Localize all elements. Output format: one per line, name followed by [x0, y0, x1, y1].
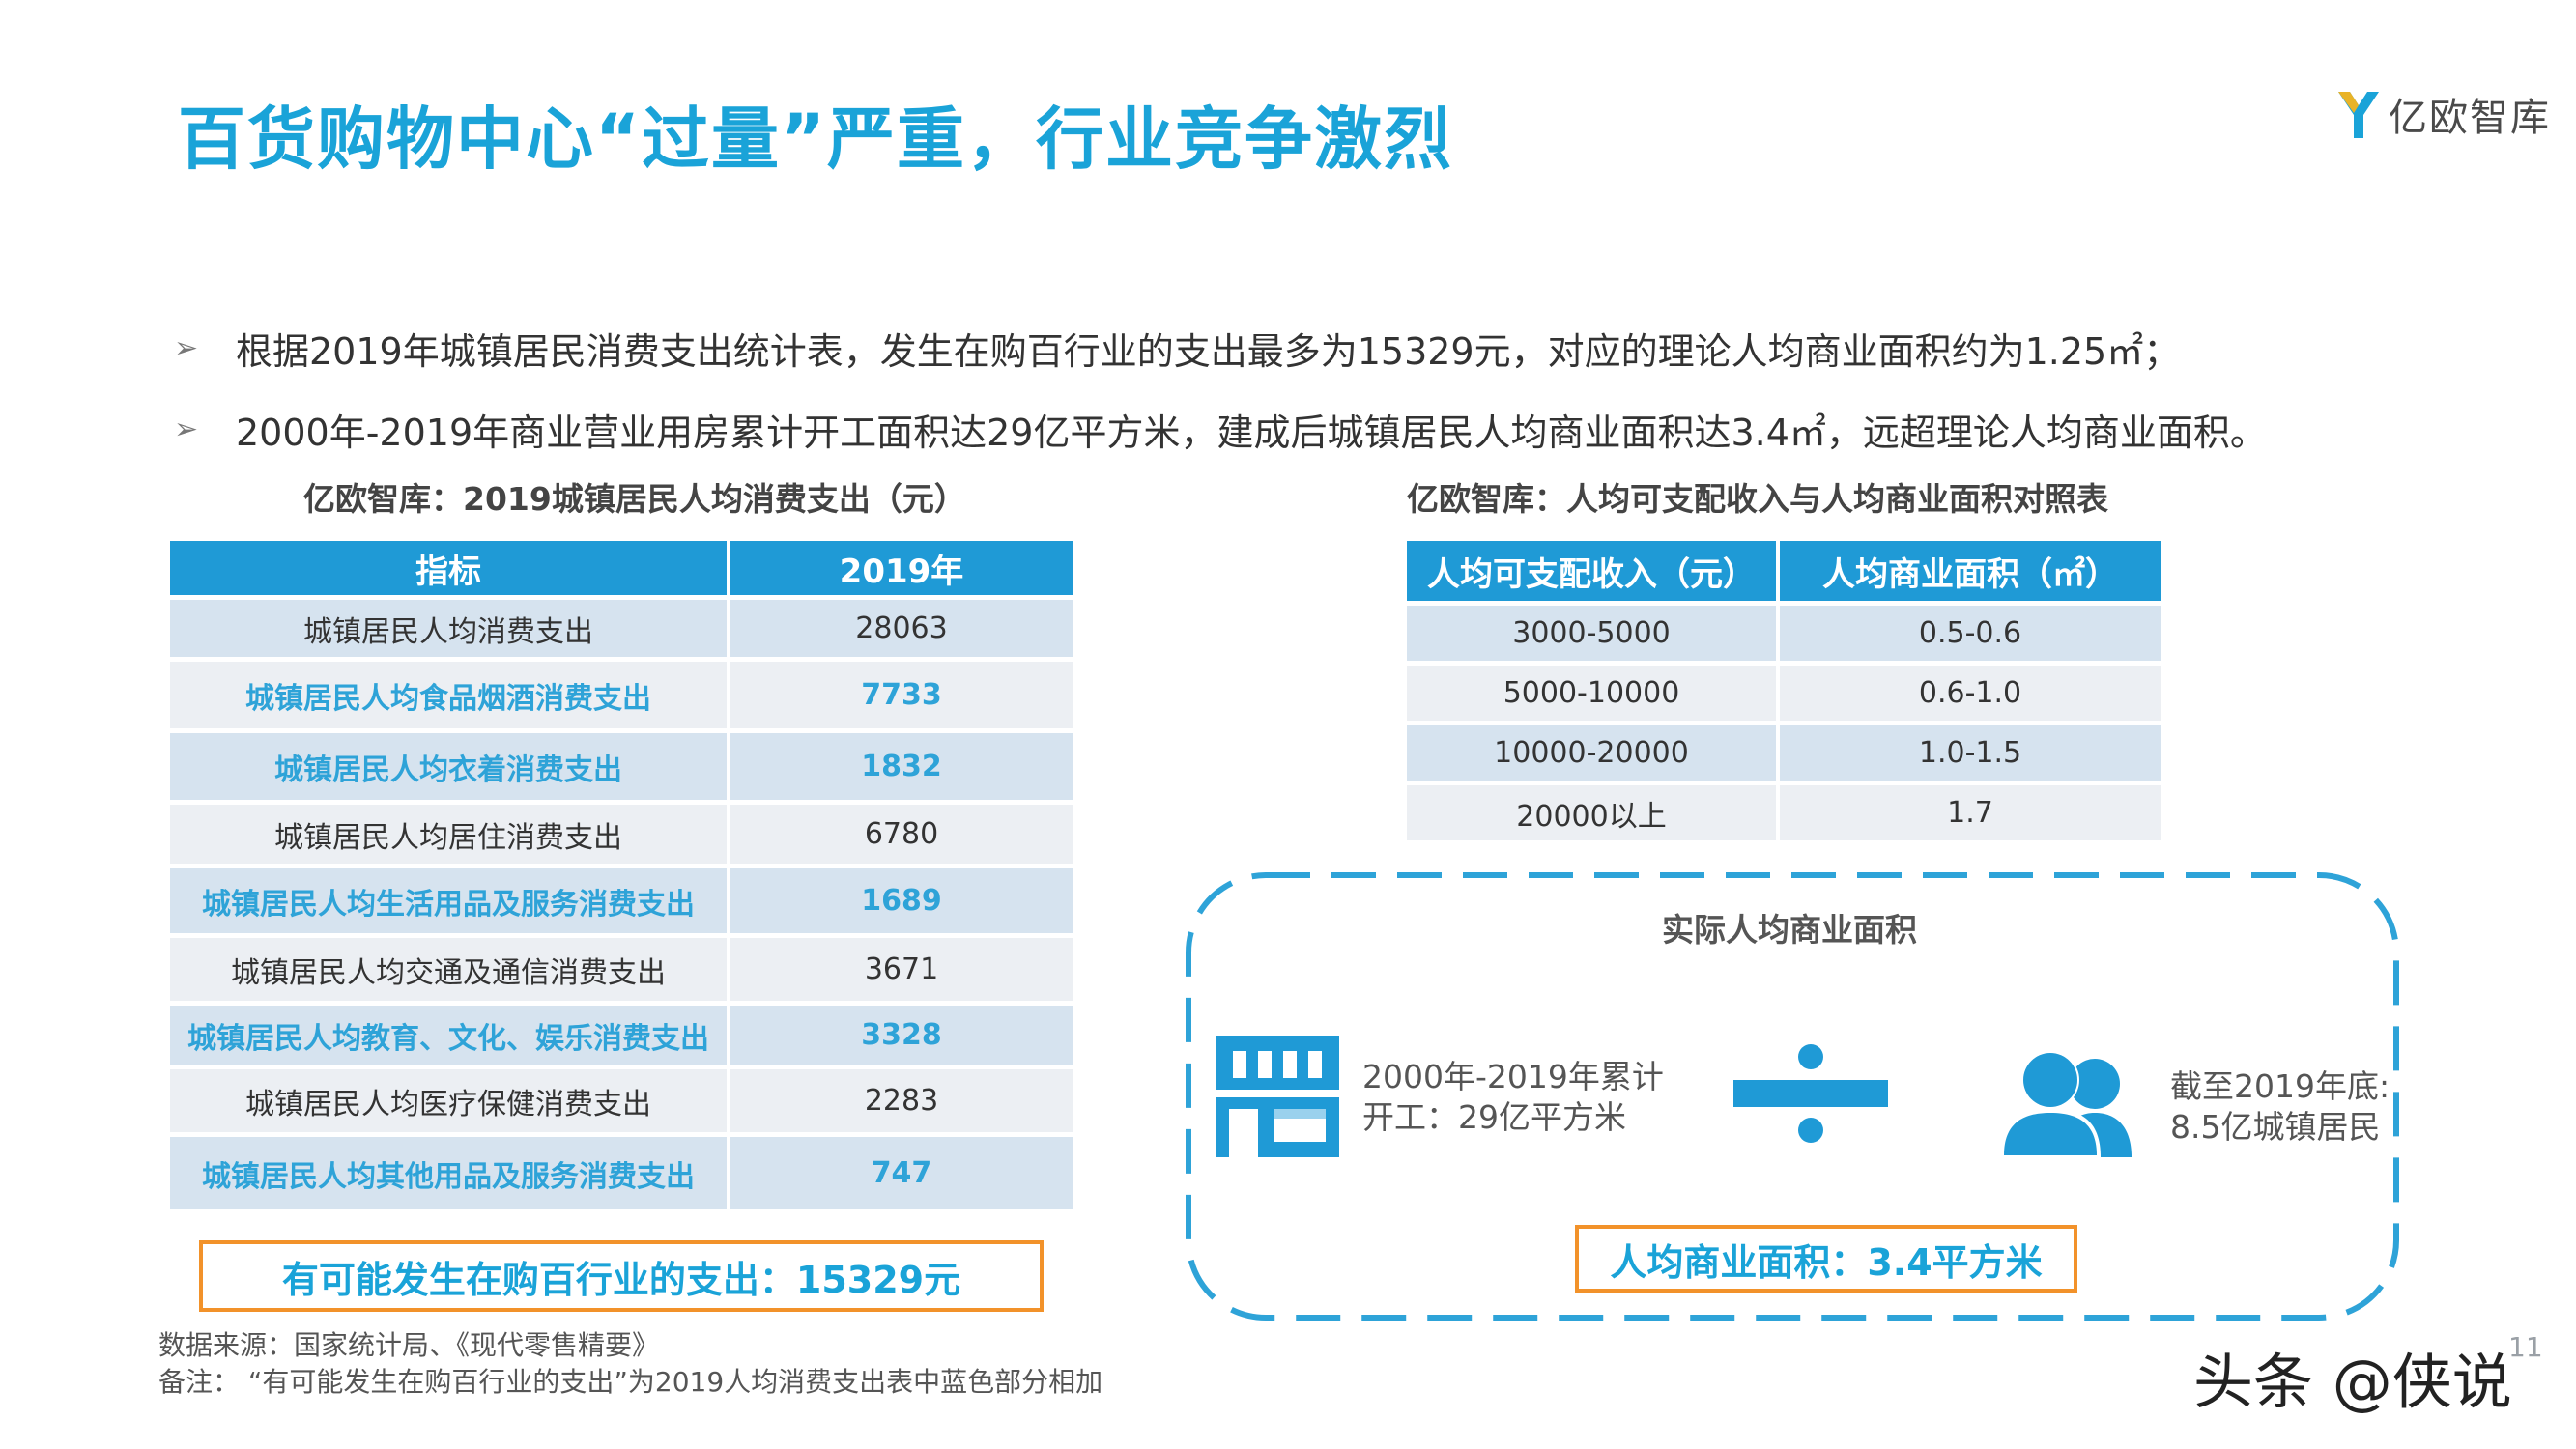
- table-header-row: 人均可支配收入（元） 人均商业面积（㎡）: [1407, 541, 2161, 601]
- table-row: 城镇居民人均其他用品及服务消费支出 747: [170, 1132, 1073, 1209]
- table-row: 20000以上 1.7: [1407, 781, 2161, 840]
- table-row: 城镇居民人均居住消费支出 6780: [170, 800, 1073, 864]
- table-row: 城镇居民人均衣着消费支出 1832: [170, 728, 1073, 800]
- row-label: 城镇居民人均医疗保健消费支出: [170, 1065, 727, 1132]
- table-row: 城镇居民人均医疗保健消费支出 2283: [170, 1065, 1073, 1132]
- table-row: 10000-20000 1.0-1.5: [1407, 721, 2161, 781]
- construction-line-2: 开工：29亿平方米: [1362, 1098, 1626, 1136]
- divide-icon: [1733, 1044, 1888, 1143]
- table-row: 城镇居民人均交通及通信消费支出 3671: [170, 933, 1073, 1001]
- income-cell: 10000-20000: [1407, 721, 1776, 781]
- dashed-frame: [1186, 872, 2399, 1321]
- table-header-row: 指标 2019年: [170, 541, 1073, 595]
- source-text: 数据来源：国家统计局、《现代零售精要》: [158, 1329, 660, 1361]
- table-row: 城镇居民人均教育、文化、娱乐消费支出 3328: [170, 1001, 1073, 1065]
- bullet-list: ➢ 根据2019年城镇居民消费支出统计表，发生在购百行业的支出最多为15329元…: [174, 317, 2454, 479]
- result-box: 人均商业面积：3.4平方米: [1575, 1225, 2077, 1293]
- column-header: 人均可支配收入（元）: [1407, 541, 1776, 601]
- table-row: 3000-5000 0.5-0.6: [1407, 601, 2161, 661]
- row-value: 2283: [727, 1065, 1073, 1132]
- column-header: 指标: [170, 541, 727, 595]
- row-label: 城镇居民人均教育、文化、娱乐消费支出: [170, 1001, 727, 1065]
- column-header: 人均商业面积（㎡）: [1776, 541, 2161, 601]
- row-value: 3671: [727, 933, 1073, 1001]
- consumption-table: 指标 2019年 城镇居民人均消费支出 28063 城镇居民人均食品烟酒消费支出…: [170, 541, 1073, 1209]
- note-text: 备注： “有可能发生在购百行业的支出”为2019人均消费支出表中蓝色部分相加: [158, 1366, 1103, 1398]
- logo-text: 亿欧智库: [2389, 96, 2551, 140]
- row-label: 城镇居民人均交通及通信消费支出: [170, 933, 727, 1001]
- logo: 亿欧智库: [2336, 85, 2551, 143]
- income-cell: 20000以上: [1407, 781, 1776, 840]
- table-row: 城镇居民人均食品烟酒消费支出 7733: [170, 657, 1073, 728]
- right-table-caption: 亿欧智库：人均可支配收入与人均商业面积对照表: [1407, 480, 2108, 518]
- row-label: 城镇居民人均食品烟酒消费支出: [170, 657, 727, 728]
- income-cell: 3000-5000: [1407, 601, 1776, 661]
- table-row: 5000-10000 0.6-1.0: [1407, 661, 2161, 721]
- row-label: 城镇居民人均居住消费支出: [170, 800, 727, 864]
- footnote: 数据来源：国家统计局、《现代零售精要》 备注： “有可能发生在购百行业的支出”为…: [158, 1327, 1102, 1401]
- construction-line-1: 2000年-2019年累计: [1362, 1058, 1664, 1095]
- row-value: 7733: [727, 657, 1073, 728]
- page-title: 百货购物中心“过量”严重，行业竞争激烈: [178, 99, 1454, 179]
- area-cell: 0.6-1.0: [1776, 661, 2161, 721]
- left-table-caption: 亿欧智库：2019城镇居民人均消费支出（元）: [303, 480, 966, 518]
- bullet-item: ➢ 2000年-2019年商业营业用房累计开工面积达29亿平方米，建成后城镇居民…: [174, 398, 2454, 460]
- income-area-table: 人均可支配收入（元） 人均商业面积（㎡） 3000-5000 0.5-0.6 5…: [1407, 541, 2161, 840]
- population-description: 截至2019年底: 8.5亿城镇居民: [2170, 1066, 2390, 1148]
- construction-description: 2000年-2019年累计 开工：29亿平方米: [1362, 1057, 1664, 1138]
- arrow-bullet-icon: ➢: [174, 412, 199, 446]
- table-row: 城镇居民人均消费支出 28063: [170, 595, 1073, 657]
- column-header: 2019年: [727, 541, 1073, 595]
- page-number: 11: [2508, 1331, 2543, 1363]
- row-value: 3328: [727, 1001, 1073, 1065]
- row-label: 城镇居民人均衣着消费支出: [170, 728, 727, 800]
- row-label: 城镇居民人均生活用品及服务消费支出: [170, 864, 727, 933]
- row-label: 城镇居民人均其他用品及服务消费支出: [170, 1132, 727, 1209]
- row-value: 1689: [727, 864, 1073, 933]
- area-cell: 1.0-1.5: [1776, 721, 2161, 781]
- row-value: 1832: [727, 728, 1073, 800]
- logo-mark-icon: [2338, 92, 2379, 138]
- bullet-text: 根据2019年城镇居民消费支出统计表，发生在购百行业的支出最多为15329元，对…: [236, 329, 2181, 373]
- arrow-bullet-icon: ➢: [174, 330, 199, 365]
- building-icon: [1214, 1036, 1341, 1157]
- row-value: 747: [727, 1132, 1073, 1209]
- summary-box: 有可能发生在购百行业的支出：15329元: [199, 1240, 1044, 1312]
- actual-area-title: 实际人均商业面积: [1662, 911, 1917, 949]
- row-label: 城镇居民人均消费支出: [170, 595, 727, 657]
- income-cell: 5000-10000: [1407, 661, 1776, 721]
- row-value: 6780: [727, 800, 1073, 864]
- watermark: 头条 @侠说: [2193, 1347, 2512, 1417]
- bullet-item: ➢ 根据2019年城镇居民消费支出统计表，发生在购百行业的支出最多为15329元…: [174, 317, 2454, 379]
- area-cell: 1.7: [1776, 781, 2161, 840]
- row-value: 28063: [727, 595, 1073, 657]
- population-line-1: 截至2019年底:: [2170, 1067, 2390, 1105]
- area-cell: 0.5-0.6: [1776, 601, 2161, 661]
- population-line-2: 8.5亿城镇居民: [2170, 1108, 2381, 1146]
- table-row: 城镇居民人均生活用品及服务消费支出 1689: [170, 864, 1073, 933]
- people-icon: [2000, 1051, 2132, 1157]
- bullet-text: 2000年-2019年商业营业用房累计开工面积达29亿平方米，建成后城镇居民人均…: [236, 411, 2267, 454]
